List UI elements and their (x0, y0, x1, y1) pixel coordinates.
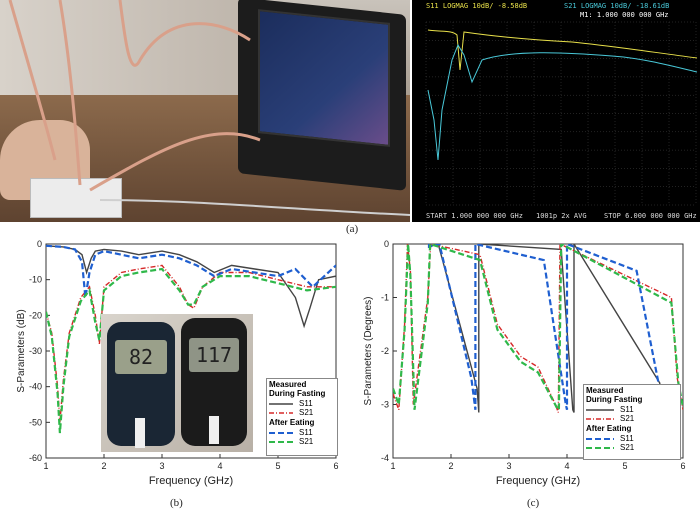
chart-b-xtick-label-3: 4 (217, 461, 222, 471)
chart-b-ytick-label-2: -20 (29, 310, 42, 320)
vna-avg: 1001p 2x AVG (536, 212, 587, 220)
chart-c-xtick-label-1: 2 (448, 461, 453, 471)
chart-c-ylabel: S-Parameters (Degrees) (363, 297, 374, 406)
legend-c-s11-fasting: S11 (584, 405, 680, 414)
legend-b-s11-after-swatch (269, 432, 293, 434)
chart-c-series-3-s21 (393, 244, 683, 413)
chart-b-xtick-label-1: 2 (101, 461, 106, 471)
legend-c-s21-fasting-swatch (586, 418, 614, 420)
chart-b-ytick-label-6: -60 (29, 453, 42, 463)
vna-display: S11 LOGMAG 10dB/ -8.58dB S21 LOGMAG 10dB… (412, 0, 700, 222)
vna-s21-trace (427, 43, 698, 161)
vna-s11-header: S11 LOGMAG 10dB/ -8.58dB (426, 2, 528, 10)
legend-b-s11-after: S11 (267, 428, 337, 437)
vna-stop: STOP 6.000 000 000 GHz (604, 212, 697, 220)
rf-cables (8, 0, 410, 216)
legend-c-s11-after-label: S11 (620, 434, 634, 443)
vna-start: START 1.000 000 000 GHz (426, 212, 523, 220)
legend-c-s11-fasting-swatch (586, 409, 614, 411)
chart-c-xtick-label-2: 3 (506, 461, 511, 471)
chart-c-xtick-label-3: 4 (564, 461, 569, 471)
meter-left-reading: 82 (128, 345, 154, 369)
chart-b-ytick-label-0: 0 (37, 239, 42, 249)
setup-photo (0, 0, 410, 222)
vna-marker: M1: 1.000 000 000 GHz (580, 11, 669, 19)
chart-b-xtick-label-0: 1 (43, 461, 48, 471)
legend-b-after-title: After Eating (269, 418, 315, 427)
chart-c-xlabel: Frequency (GHz) (496, 475, 580, 487)
chart-c-ytick-label-3: -3 (381, 400, 389, 410)
chart-c-series-2-s11 (427, 244, 666, 411)
legend-c-s21-after: S21 (584, 443, 680, 452)
vna-s11-trace (427, 29, 698, 71)
chart-c-xtick-label-5: 6 (680, 461, 685, 471)
legend-b-s21-fasting: S21 (267, 408, 337, 417)
glucose-meter-left: 82 (107, 322, 175, 448)
s-parameter-magnitude-chart: 1 2 3 4 5 6 0 -10 -20 -30 -40 -50 -60 Frequency (GHz)… (16, 239, 339, 487)
chart-b-xtick-label-4: 5 (275, 461, 280, 471)
chart-b-series-0-s11 (46, 245, 336, 329)
chart-b-xtick-label-5: 6 (333, 461, 338, 471)
legend-c: Measured During Fasting S11 S21 After Ea… (583, 384, 681, 460)
chart-b-ytick-label-3: -30 (29, 346, 42, 356)
legend-b-s21-after-swatch (269, 441, 293, 443)
legend-c-s21-after-swatch (586, 447, 614, 449)
meter-left-strip (135, 418, 145, 448)
legend-b-s11-fasting-label: S11 (299, 399, 313, 408)
chart-b-xlabel: Frequency (GHz) (149, 475, 233, 487)
vna-trace-area (425, 21, 698, 206)
panel-label-c: (c) (527, 497, 540, 509)
legend-c-s11-after-swatch (586, 438, 614, 440)
chart-c-xtick-label-4: 5 (622, 461, 627, 471)
legend-b-s11-after-label: S11 (299, 428, 313, 437)
chart-b-ytick-label-4: -40 (29, 382, 42, 392)
legend-c-s21-fasting-label: S21 (620, 414, 635, 423)
vna-s21-header: S21 LOGMAG 10dB/ -18.61dB (564, 2, 670, 10)
legend-c-s11-after: S11 (584, 434, 680, 443)
chart-c-ytick-label-4: -4 (381, 453, 389, 463)
panel-label-a: (a) (346, 223, 359, 235)
chart-b-ylabel: S-Parameters (dB) (16, 309, 27, 392)
chart-b-xtick-label-2: 3 (159, 461, 164, 471)
s-parameter-phase-chart: 1 2 3 4 5 6 0 -1 -2 -3 -4 Frequency (GHz) S-Paramete… (363, 239, 686, 487)
glucose-meter-right: 117 (181, 318, 247, 446)
chart-b-ytick-label-1: -10 (29, 275, 42, 285)
chart-c-ytick-label-0: 0 (384, 239, 389, 249)
chart-c-xtick-label-0: 1 (390, 461, 395, 471)
chart-b-ytick-label-5: -50 (29, 417, 42, 427)
legend-c-s11-fasting-label: S11 (620, 405, 634, 414)
legend-b-fasting-title: Measured During Fasting (269, 380, 326, 398)
legend-b-s21-fasting-label: S21 (299, 408, 314, 417)
legend-c-s21-fasting: S21 (584, 414, 680, 423)
legend-b-s11-fasting: S11 (267, 399, 337, 408)
meter-left-screen: 82 (115, 340, 167, 374)
meter-right-reading: 117 (195, 343, 233, 367)
legend-c-after-title: After Eating (586, 424, 632, 433)
chart-b-series-1-s21 (46, 264, 336, 423)
legend-b-s21-after-label: S21 (299, 437, 314, 446)
chart-c-ytick-label-1: -1 (381, 293, 389, 303)
background-wall (0, 0, 260, 100)
sensor-block (30, 178, 122, 218)
chart-c-series-1-s21 (393, 244, 683, 413)
meter-right-strip (209, 416, 219, 444)
legend-b: Measured During Fasting S11 S21 After Ea… (266, 378, 338, 456)
legend-b-s11-fasting-swatch (269, 403, 293, 405)
glucose-meters-photo: 82 117 (101, 314, 253, 452)
legend-c-fasting-title: Measured During Fasting (586, 386, 643, 404)
chart-b-series-2-s11 (46, 244, 336, 298)
legend-b-s21-fasting-swatch (269, 412, 293, 414)
legend-b-s21-after: S21 (267, 437, 337, 446)
legend-c-s21-after-label: S21 (620, 443, 635, 452)
chart-c-ytick-label-2: -2 (381, 346, 389, 356)
chart-b-series-3-s21 (46, 267, 336, 434)
panel-label-b: (b) (170, 497, 183, 509)
meter-right-screen: 117 (189, 338, 239, 372)
